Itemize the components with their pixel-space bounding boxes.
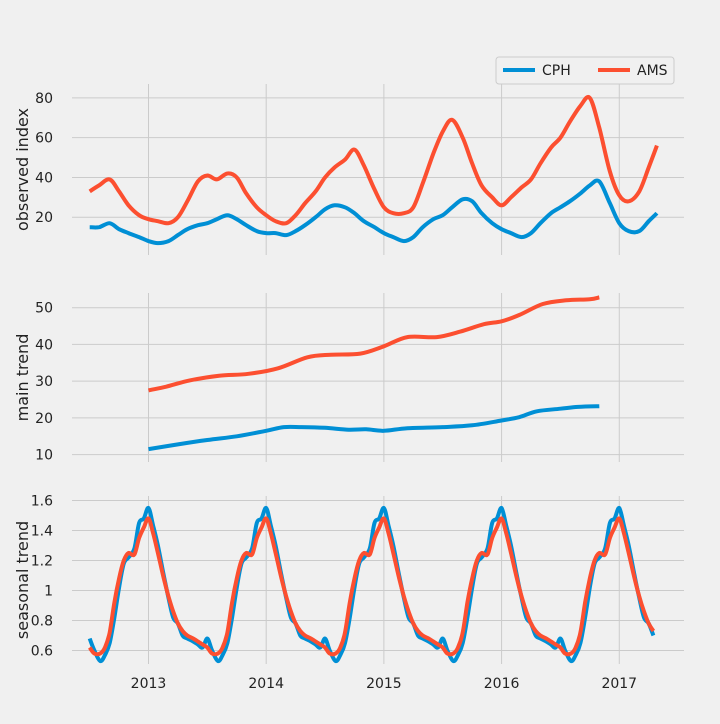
y-tick-label: 80 — [35, 91, 53, 107]
x-tick-label: 2017 — [601, 676, 637, 692]
y-tick-label: 0.8 — [31, 614, 53, 630]
x-tick-label: 2016 — [484, 676, 520, 692]
series-line-ams — [148, 295, 600, 393]
y-tick-label: 1.2 — [31, 554, 53, 570]
panel-3: 0.6 0.8 1 1.2 1.4 1.6 seasonal trend 2013 2014 20… — [13, 494, 684, 692]
legend: CPH AMS — [495, 56, 675, 85]
panel-2: 10 20 30 40 50 main trend — [13, 293, 684, 464]
y-tick-label: 40 — [35, 337, 53, 353]
series-line-cph — [148, 404, 600, 452]
y-tick-label: 30 — [35, 374, 53, 390]
y-tick-label: 1.4 — [31, 524, 53, 540]
y-tick-label: 40 — [35, 170, 53, 186]
series-line-ams — [88, 95, 659, 226]
y-tick-label: 20 — [35, 210, 53, 226]
series-line-cph — [87, 505, 656, 664]
y-tick-label: 60 — [35, 131, 53, 147]
y-tick-label: 20 — [35, 411, 53, 427]
y-axis-label: observed index — [13, 108, 32, 231]
legend-label-ams: AMS — [637, 63, 668, 79]
series-line-ams — [88, 516, 656, 657]
legend-box — [495, 56, 675, 85]
y-tick-label: 10 — [35, 448, 53, 464]
x-tick-label: 2014 — [248, 676, 284, 692]
x-tick-label: 2015 — [366, 676, 402, 692]
y-tick-label: 1.6 — [31, 494, 53, 510]
y-tick-label: 1 — [44, 584, 53, 600]
x-tick-label: 2013 — [131, 676, 167, 692]
y-tick-label: 50 — [35, 301, 53, 317]
legend-label-cph: CPH — [542, 63, 571, 79]
y-axis-label: main trend — [13, 334, 32, 422]
y-tick-label: 0.6 — [31, 644, 53, 660]
series-line-cph — [89, 178, 659, 246]
y-axis-label: seasonal trend — [13, 521, 32, 639]
